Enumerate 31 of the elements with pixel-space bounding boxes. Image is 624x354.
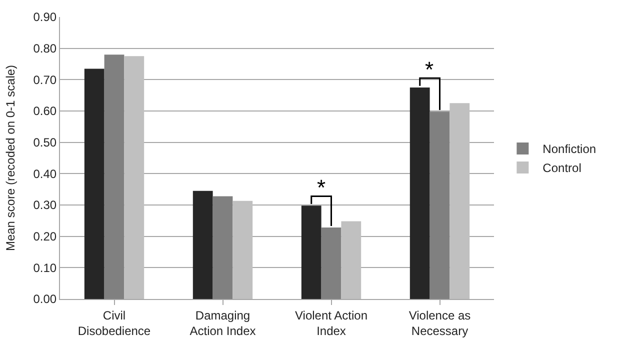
- y-tick-label: 0.30: [33, 198, 57, 212]
- bar: [124, 56, 144, 299]
- bar: [192, 190, 213, 299]
- y-axis-title: Mean score (recoded on 0-1 scale): [4, 64, 18, 252]
- bar: [341, 221, 362, 299]
- bar: [410, 88, 430, 299]
- y-tick-label: 0.40: [33, 166, 57, 181]
- legend-label: Nonfiction: [542, 142, 596, 156]
- y-tick-label: 0.80: [33, 42, 57, 56]
- annotation: *: [317, 175, 326, 200]
- y-tick-label: 0.90: [33, 10, 57, 24]
- legend-label: Control: [542, 161, 582, 176]
- y-tick-label: 0.50: [33, 136, 57, 150]
- y-tick-label: 0.70: [33, 72, 57, 87]
- bar: [321, 228, 342, 299]
- y-tick-label: 0.20: [33, 230, 57, 244]
- x-tick-label: Violence as Necessary: [408, 308, 471, 338]
- bar: [450, 103, 470, 299]
- y-tick-label: 0.60: [33, 104, 57, 118]
- y-tick-label: 0.00: [33, 292, 57, 306]
- bar: [301, 206, 322, 299]
- x-tick-label: Civil Disobedience: [78, 308, 151, 338]
- y-tick-label: 0.10: [33, 260, 57, 275]
- bar: [104, 54, 124, 299]
- x-tick-label: Damaging Action Index: [190, 308, 256, 338]
- bar: [232, 200, 253, 299]
- annotation: *: [425, 57, 434, 82]
- bar: [84, 68, 104, 299]
- bar: [430, 112, 450, 299]
- bar: [212, 196, 233, 299]
- x-tick-label: Violent Action Index: [295, 308, 368, 338]
